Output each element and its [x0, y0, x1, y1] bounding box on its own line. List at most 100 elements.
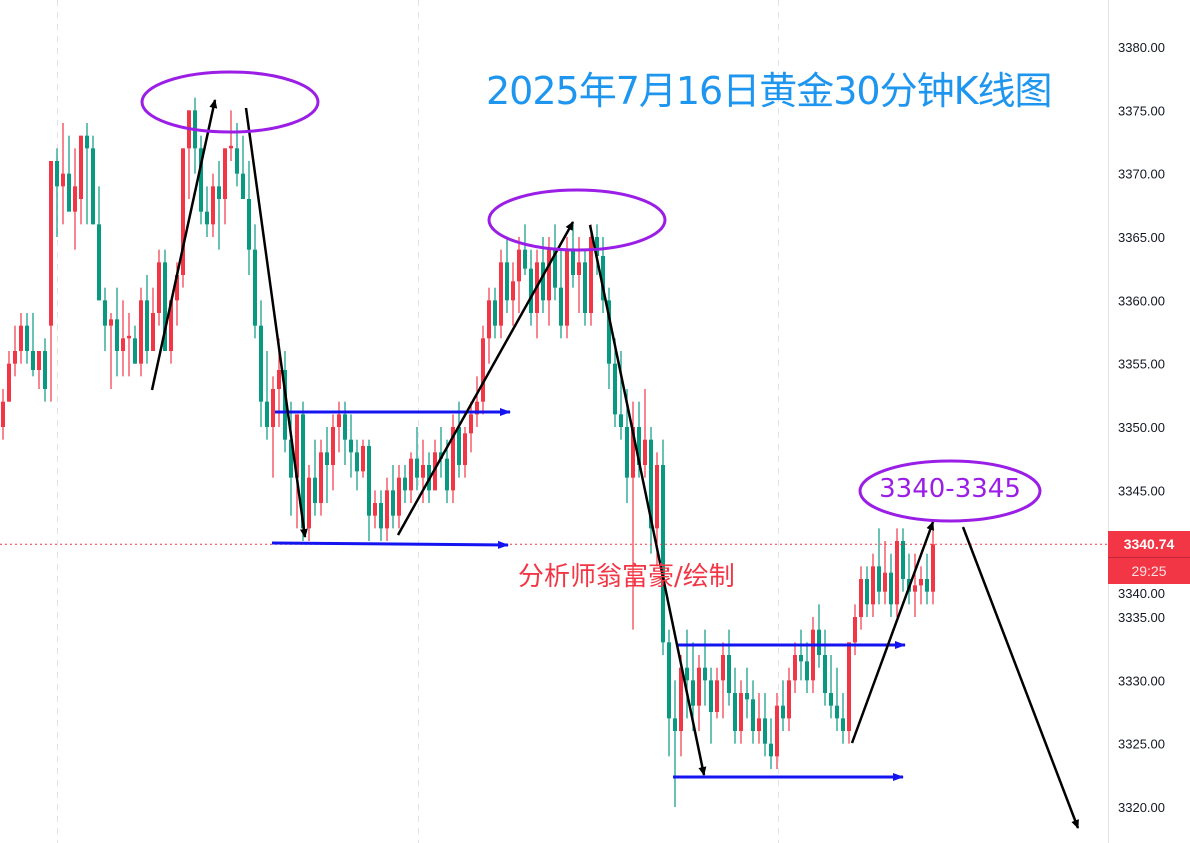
- candle-body: [757, 718, 761, 732]
- candle-body: [589, 237, 593, 314]
- candle: [145, 275, 149, 364]
- candle: [37, 351, 41, 390]
- candle-body: [817, 629, 821, 656]
- candle: [811, 617, 815, 694]
- candle-body: [103, 300, 107, 326]
- candle: [217, 161, 221, 250]
- candle-body: [679, 667, 683, 732]
- candle-body: [505, 262, 509, 301]
- candle: [385, 477, 389, 542]
- candle: [847, 642, 851, 744]
- candle-body: [115, 319, 119, 352]
- candle: [763, 693, 767, 757]
- candle: [337, 401, 341, 453]
- candle-body: [79, 135, 83, 200]
- candle-body: [421, 465, 425, 478]
- candle: [901, 528, 905, 592]
- candle: [85, 123, 89, 225]
- candle-body: [169, 300, 173, 352]
- candle: [25, 313, 29, 364]
- candle-body: [865, 579, 869, 605]
- candle: [907, 553, 911, 605]
- candle-body: [307, 477, 311, 529]
- candle-body: [97, 224, 101, 301]
- candle-body: [31, 351, 35, 371]
- highlight-ellipse: [487, 188, 667, 252]
- candle-body: [595, 237, 599, 257]
- y-tick-label: 3360.00: [1118, 293, 1165, 308]
- candle: [469, 401, 473, 453]
- candle-body: [709, 680, 713, 713]
- candle-body: [655, 465, 659, 529]
- y-tick-label: 3330.00: [1118, 673, 1165, 688]
- candle: [457, 401, 461, 478]
- y-tick-label: 3345.00: [1118, 483, 1165, 498]
- candle: [799, 629, 803, 681]
- candle-body: [409, 458, 413, 491]
- candle-body: [439, 452, 443, 459]
- candle-body: [487, 300, 491, 339]
- candle-body: [715, 680, 719, 713]
- candle-body: [475, 401, 479, 415]
- candle-body: [571, 249, 575, 276]
- last-price-tag: 3340.74 29:25: [1108, 531, 1190, 584]
- candle: [223, 148, 227, 225]
- y-tick-label: 3350.00: [1118, 420, 1165, 435]
- price-axis[interactable]: 3320.00 3325.00 3330.00 3335.00 3340.00 3345.…: [1108, 40, 1165, 815]
- candle: [871, 553, 875, 618]
- candle: [103, 287, 107, 352]
- candle-body: [697, 667, 701, 706]
- candles: [1, 97, 935, 808]
- candle: [271, 376, 275, 478]
- candle-body: [703, 667, 707, 681]
- candle-body: [355, 452, 359, 472]
- candle-body: [733, 693, 737, 732]
- candle: [757, 693, 761, 744]
- candle: [835, 667, 839, 732]
- candle-body: [523, 249, 527, 269]
- y-tick-label: 3380.00: [1118, 40, 1165, 55]
- candle: [325, 427, 329, 504]
- candle-body: [67, 173, 71, 212]
- candle-body: [877, 566, 881, 592]
- candle-body: [313, 477, 317, 504]
- candle-body: [379, 503, 383, 529]
- candle: [853, 604, 857, 656]
- candle: [127, 313, 131, 377]
- candle-body: [121, 338, 125, 352]
- drawings: [0, 70, 1108, 829]
- candle-body: [853, 617, 857, 643]
- candle-body: [259, 325, 263, 402]
- candle-body: [241, 173, 245, 200]
- candle: [373, 490, 377, 529]
- candle: [439, 427, 443, 478]
- candle: [661, 439, 665, 656]
- candle: [265, 351, 269, 440]
- candle-body: [559, 287, 563, 326]
- candle: [193, 97, 197, 174]
- grid: [57, 0, 779, 843]
- candle: [241, 135, 245, 200]
- candle-body: [613, 363, 617, 415]
- y-tick-label: 3355.00: [1118, 357, 1165, 372]
- candle: [91, 135, 95, 225]
- candle: [97, 186, 101, 301]
- candle: [355, 439, 359, 491]
- candle: [55, 148, 59, 238]
- candle-body: [223, 148, 227, 200]
- candle: [703, 629, 707, 706]
- candle: [883, 541, 887, 605]
- candle: [505, 237, 509, 314]
- candle-body: [199, 148, 203, 212]
- candle-body: [7, 363, 11, 402]
- candle: [619, 351, 623, 440]
- candle: [499, 249, 503, 339]
- candle-body: [403, 477, 407, 491]
- candle-body: [511, 281, 515, 301]
- candle: [475, 376, 479, 428]
- candle: [577, 237, 581, 314]
- candle: [517, 237, 521, 314]
- candle: [229, 110, 233, 162]
- candle: [451, 414, 455, 504]
